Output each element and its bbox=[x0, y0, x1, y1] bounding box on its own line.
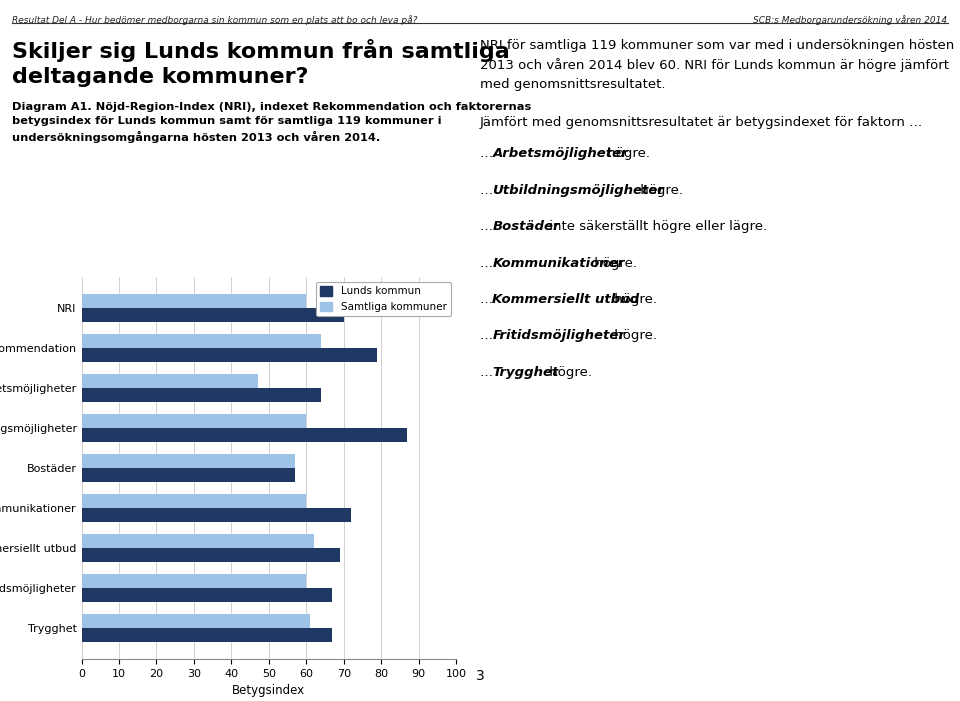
Text: högre.: högre. bbox=[610, 293, 657, 306]
Text: inte säkerställt högre eller lägre.: inte säkerställt högre eller lägre. bbox=[544, 220, 767, 233]
Text: högre.: högre. bbox=[544, 366, 591, 379]
Bar bbox=[82, 627, 332, 641]
Text: …: … bbox=[480, 329, 497, 343]
Text: …: … bbox=[480, 220, 497, 233]
Bar bbox=[82, 508, 351, 522]
Bar bbox=[82, 587, 332, 601]
Text: …: … bbox=[480, 147, 497, 161]
Text: Jämfört med genomsnittsresultatet är betygsindexet för faktorn …: Jämfört med genomsnittsresultatet är bet… bbox=[480, 116, 924, 129]
Text: högre.: högre. bbox=[610, 329, 657, 343]
Text: högre.: högre. bbox=[604, 147, 651, 161]
Text: NRI för samtliga 119 kommuner som var med i undersökningen hösten
2013 och våren: NRI för samtliga 119 kommuner som var me… bbox=[480, 39, 954, 91]
Bar bbox=[82, 414, 306, 428]
Bar bbox=[82, 334, 322, 348]
Bar bbox=[82, 388, 322, 402]
Text: …: … bbox=[480, 184, 497, 197]
Bar bbox=[82, 613, 310, 627]
Bar bbox=[82, 294, 306, 308]
Bar bbox=[82, 573, 306, 587]
Text: SCB:s Medborgarundersökning våren 2014: SCB:s Medborgarundersökning våren 2014 bbox=[754, 15, 948, 25]
Text: …: … bbox=[480, 257, 497, 270]
Text: Skiljer sig Lunds kommun från samtliga: Skiljer sig Lunds kommun från samtliga bbox=[12, 39, 510, 62]
Bar bbox=[82, 374, 257, 388]
Text: Kommunikationer: Kommunikationer bbox=[492, 257, 625, 270]
Text: Diagram A1. Nöjd-Region-Index (NRI), indexet Rekommendation och faktorernas
bety: Diagram A1. Nöjd-Region-Index (NRI), ind… bbox=[12, 102, 532, 143]
Legend: Lunds kommun, Samtliga kommuner: Lunds kommun, Samtliga kommuner bbox=[316, 282, 451, 316]
X-axis label: Betygsindex: Betygsindex bbox=[232, 684, 305, 697]
Text: högre.: högre. bbox=[636, 184, 684, 197]
Bar bbox=[82, 428, 407, 442]
Text: Trygghet: Trygghet bbox=[492, 366, 559, 379]
Bar bbox=[82, 533, 314, 547]
Bar bbox=[82, 348, 377, 362]
Text: Resultat Del A - Hur bedömer medborgarna sin kommun som en plats att bo och leva: Resultat Del A - Hur bedömer medborgarna… bbox=[12, 15, 418, 25]
Bar bbox=[82, 494, 306, 508]
Text: Arbetsmöjligheter: Arbetsmöjligheter bbox=[492, 147, 628, 161]
Text: Utbildningsmöjligheter: Utbildningsmöjligheter bbox=[492, 184, 664, 197]
Text: högre.: högre. bbox=[590, 257, 637, 270]
Bar bbox=[82, 454, 295, 468]
Text: Bostäder: Bostäder bbox=[492, 220, 560, 233]
Text: …: … bbox=[480, 293, 497, 306]
Text: deltagande kommuner?: deltagande kommuner? bbox=[12, 67, 309, 87]
Bar bbox=[82, 308, 344, 322]
Bar bbox=[82, 547, 340, 562]
Bar bbox=[82, 468, 295, 482]
Text: Fritidsmöjligheter: Fritidsmöjligheter bbox=[492, 329, 625, 343]
Text: Kommersiellt utbud: Kommersiellt utbud bbox=[492, 293, 639, 306]
Text: …: … bbox=[480, 366, 497, 379]
Text: 3: 3 bbox=[475, 669, 485, 683]
